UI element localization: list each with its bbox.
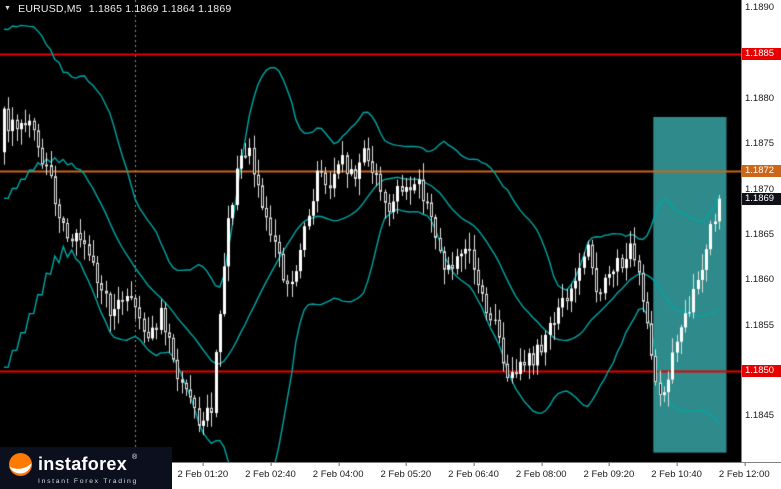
one-click-trading-arrow-icon[interactable]: ▼: [4, 5, 12, 12]
chart-info-line: ▼ EURUSD,M5 1.1865 1.1869 1.1864 1.1869: [4, 3, 231, 15]
instaforex-logo-row: instaforex ®: [8, 452, 164, 477]
level-price-label: 1.1850: [742, 364, 781, 377]
price-axis-label: 1.1890: [745, 2, 775, 14]
price-axis-label: 1.1865: [745, 228, 775, 240]
price-axis-label: 1.1880: [745, 92, 775, 104]
registered-trademark-symbol: ®: [132, 453, 138, 461]
ohlc-values-label: 1.1865 1.1869 1.1864 1.1869: [88, 3, 232, 15]
time-axis-label: 2 Feb 08:00: [516, 463, 567, 480]
price-axis-label: 1.1870: [745, 183, 775, 195]
last-price-label: 1.1869: [742, 192, 781, 205]
time-axis-label: 2 Feb 09:20: [584, 463, 634, 480]
price-axis-label: 1.1845: [745, 410, 775, 422]
symbol-timeframe-label: EURUSD,M5: [18, 3, 82, 15]
time-axis-label: 2 Feb 12:00: [719, 463, 770, 480]
time-axis-label: 2 Feb 10:40: [651, 463, 702, 480]
price-axis-label: 1.1860: [745, 274, 775, 286]
instaforex-globe-icon: [8, 452, 33, 477]
time-axis-label: 2 Feb 02:40: [245, 463, 296, 480]
instaforex-brand-label: instaforex: [38, 454, 128, 474]
price-axis-label: 1.1875: [745, 138, 775, 150]
price-axis[interactable]: 1.1890 1.1885 1.1880 1.1875 1.1872 1.1870 1.18…: [741, 0, 781, 462]
price-axis-label: 1.1855: [745, 319, 775, 331]
level-price-label: 1.1885: [742, 47, 781, 60]
time-axis-label: 2 Feb 06:40: [448, 463, 499, 480]
instaforex-watermark: instaforex ® Instant Forex Trading: [0, 447, 172, 489]
level-price-label: 1.1872: [742, 165, 781, 178]
time-axis-label: 2 Feb 05:20: [380, 463, 431, 480]
time-axis-label: 2 Feb 04:00: [313, 463, 364, 480]
time-axis-label: 2 Feb 01:20: [177, 463, 228, 480]
instaforex-tagline-label: Instant Forex Trading: [38, 477, 138, 485]
